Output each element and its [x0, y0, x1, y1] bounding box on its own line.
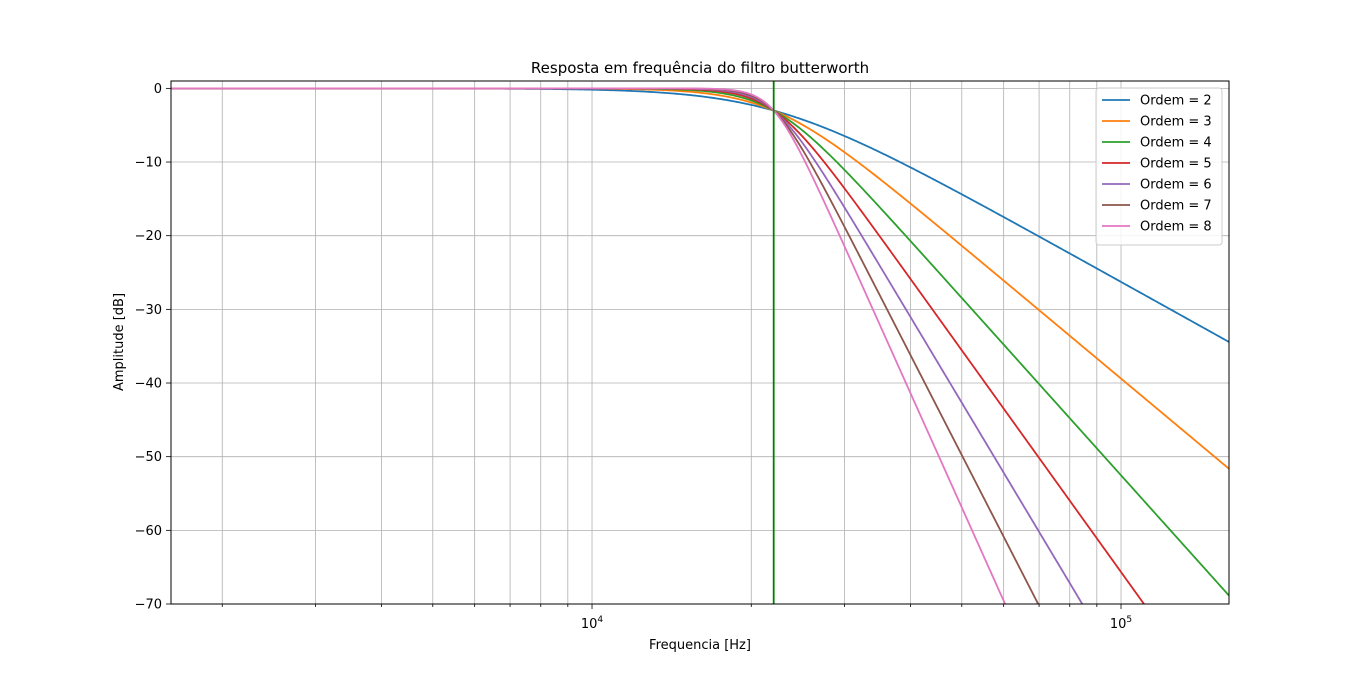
legend-label: Ordem = 6	[1140, 178, 1212, 193]
y-tick-label: −10	[135, 156, 162, 171]
series-line-order-2	[171, 87, 1229, 343]
axis-ticks: 104 105 0 −10 −20 −30 −40 −50 −60 −70	[135, 82, 1133, 632]
legend: Ordem = 2 Ordem = 3 Ordem = 4 Ordem = 5 Orde…	[1095, 87, 1223, 246]
y-tick-label: −30	[135, 303, 162, 318]
x-tick-label: 104	[581, 615, 604, 632]
series-line-order-7	[171, 87, 1040, 604]
y-tick-label: −70	[135, 598, 162, 613]
plot-frame	[170, 80, 1230, 605]
legend-label: Ordem = 4	[1140, 136, 1212, 151]
y-tick-label: 0	[154, 82, 162, 97]
y-tick-label: −40	[135, 377, 162, 392]
x-axis-label: Frequencia [Hz]	[649, 638, 751, 653]
y-tick-label: −20	[135, 229, 162, 244]
y-tick-label: −60	[135, 524, 162, 539]
series-line-order-4	[171, 87, 1229, 597]
grid	[171, 81, 1229, 605]
y-axis-label: Amplitude [dB]	[112, 293, 127, 391]
x-tick-label: 105	[1110, 615, 1132, 632]
legend-label: Ordem = 3	[1140, 115, 1212, 130]
series-line-order-5	[171, 87, 1146, 604]
legend-label: Ordem = 7	[1140, 199, 1212, 214]
legend-label: Ordem = 5	[1140, 157, 1212, 172]
legend-label: Ordem = 2	[1140, 94, 1212, 109]
y-tick-label: −50	[135, 450, 162, 465]
series-lines	[171, 87, 1229, 604]
chart-title: Resposta em frequência do filtro butterw…	[531, 59, 869, 77]
series-line-order-8	[171, 87, 1007, 604]
series-line-order-6	[171, 87, 1084, 604]
legend-label: Ordem = 8	[1140, 220, 1212, 235]
series-line-order-3	[171, 87, 1229, 470]
